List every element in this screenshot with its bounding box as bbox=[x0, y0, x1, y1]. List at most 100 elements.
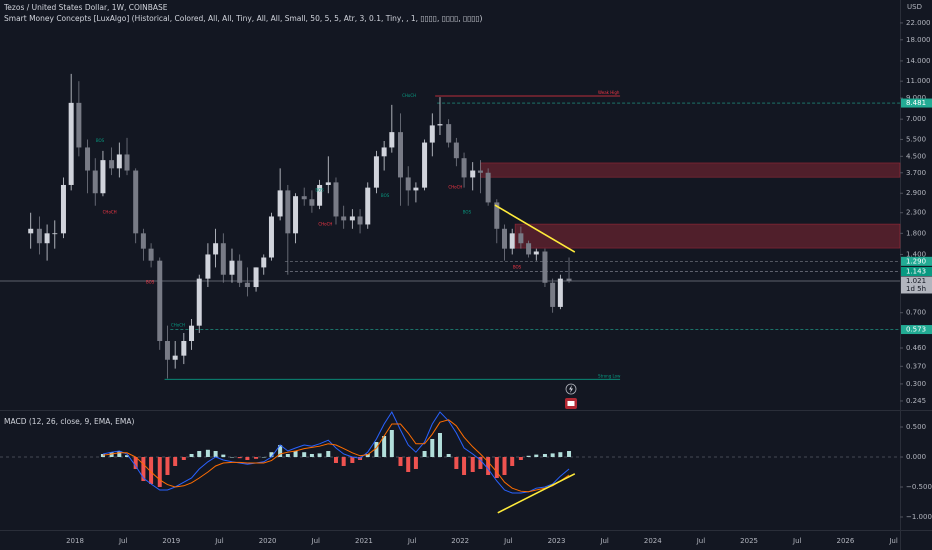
histogram-bar bbox=[173, 456, 178, 466]
candle-body bbox=[381, 147, 387, 157]
candle-body bbox=[526, 243, 532, 255]
candle-body bbox=[229, 260, 235, 275]
price-label: 1.021 bbox=[906, 277, 926, 285]
candle-body bbox=[237, 260, 243, 283]
candle-body bbox=[36, 228, 42, 244]
histogram-bar bbox=[494, 456, 499, 478]
indicator-label: Smart Money Concepts [LuxAlgo] (Historic… bbox=[4, 14, 482, 23]
y-tick-label: 9.000 bbox=[906, 94, 926, 102]
candle-body bbox=[365, 187, 371, 225]
x-tick-label: Jul bbox=[214, 537, 224, 545]
candle-body bbox=[133, 170, 139, 234]
candle-body bbox=[164, 340, 170, 360]
candle-body bbox=[325, 182, 331, 185]
candle-body bbox=[357, 216, 363, 225]
y-tick-label: 0.300 bbox=[906, 380, 926, 388]
histogram-bar bbox=[278, 444, 283, 457]
y-tick-label: −0.500 bbox=[906, 483, 932, 491]
histogram-bar bbox=[398, 456, 403, 466]
candle-body bbox=[477, 170, 483, 173]
histogram-bar bbox=[502, 456, 507, 475]
structure-label: BOS bbox=[96, 138, 105, 143]
histogram-bar bbox=[245, 456, 250, 460]
candle-body bbox=[277, 190, 283, 217]
histogram-bar bbox=[221, 454, 226, 457]
price-pane: 22.000 18.000 14.000 11.000 9.000 7.000 5.500 4… bbox=[0, 19, 932, 405]
candle-body bbox=[389, 132, 395, 148]
candle-body bbox=[566, 278, 572, 282]
y-tick-label: 4.500 bbox=[906, 152, 926, 160]
histogram-bar bbox=[446, 453, 451, 457]
histogram-bar bbox=[558, 452, 563, 457]
candle-body bbox=[437, 124, 443, 126]
candle-body bbox=[550, 282, 556, 307]
candle-body bbox=[76, 102, 82, 148]
candle-body bbox=[60, 184, 66, 234]
structure-label: BOS bbox=[315, 187, 324, 192]
candle-body bbox=[518, 233, 524, 244]
price-label: 1.290 bbox=[906, 257, 926, 265]
histogram-bar bbox=[157, 456, 162, 487]
histogram-bar bbox=[317, 453, 322, 457]
x-tick-label: Jul bbox=[311, 537, 321, 545]
histogram-bar bbox=[326, 450, 331, 457]
histogram-bar bbox=[518, 456, 523, 460]
histogram-bar bbox=[149, 456, 154, 484]
structure-label: CHoCH bbox=[171, 323, 185, 328]
histogram-bar bbox=[341, 456, 346, 466]
candle-body bbox=[429, 125, 435, 143]
candle-body bbox=[461, 158, 467, 178]
candle-body bbox=[253, 267, 259, 288]
x-tick-label: 2022 bbox=[451, 537, 469, 545]
candle-body bbox=[148, 248, 154, 261]
candle-body bbox=[373, 156, 379, 188]
flag-icon[interactable] bbox=[565, 398, 577, 409]
candle-body bbox=[116, 154, 122, 169]
axis-unit: USD bbox=[907, 3, 922, 11]
candle-body bbox=[44, 233, 50, 244]
candle-body bbox=[157, 260, 163, 341]
y-tick-label: 0.460 bbox=[906, 344, 926, 352]
y-tick-label: 2.900 bbox=[906, 189, 926, 197]
structure-label: BOS bbox=[463, 210, 472, 215]
structure-label: CHoCH bbox=[103, 210, 117, 215]
macd-pane: 0.500 0.000 −0.500 −1.000 bbox=[0, 410, 932, 521]
candle-body bbox=[301, 196, 307, 200]
y-tick-label: 14.000 bbox=[906, 57, 931, 65]
y-tick-label: 5.500 bbox=[906, 135, 926, 143]
x-tick-label: Jul bbox=[888, 537, 898, 545]
y-tick-label: 22.000 bbox=[906, 19, 931, 27]
histogram-bar bbox=[406, 456, 411, 472]
structure-label: BOS bbox=[513, 264, 522, 269]
histogram-bar bbox=[350, 456, 355, 463]
histogram-bar bbox=[293, 450, 298, 457]
x-tick-label: 2021 bbox=[355, 537, 373, 545]
histogram-bar bbox=[189, 453, 194, 457]
alert-icon[interactable] bbox=[565, 383, 577, 395]
structure-label: BOS bbox=[381, 193, 390, 198]
candle-body bbox=[485, 172, 491, 203]
candle-body bbox=[422, 142, 428, 188]
histogram-bar bbox=[478, 456, 483, 469]
histogram-bar bbox=[100, 453, 105, 457]
y-tick-label: 7.000 bbox=[906, 115, 926, 123]
structure-label: CHoCH bbox=[448, 185, 462, 190]
histogram-bar bbox=[333, 456, 338, 463]
histogram-bar bbox=[109, 452, 114, 457]
y-tick-label: 0.500 bbox=[906, 423, 926, 431]
swing-label: Strong Low bbox=[598, 373, 621, 378]
macd-line bbox=[102, 410, 570, 494]
histogram-bar bbox=[117, 450, 122, 457]
histogram-bar bbox=[205, 449, 210, 457]
candle-body bbox=[502, 228, 508, 249]
histogram-bar bbox=[470, 456, 475, 472]
histogram-bar bbox=[309, 453, 314, 457]
candle-body bbox=[405, 177, 411, 191]
candle-body bbox=[453, 142, 459, 159]
candle-body bbox=[109, 160, 115, 169]
y-tick-label: 2.300 bbox=[906, 209, 926, 217]
candle-body bbox=[533, 251, 539, 255]
histogram-bar bbox=[462, 456, 467, 475]
histogram-bar bbox=[534, 454, 539, 457]
